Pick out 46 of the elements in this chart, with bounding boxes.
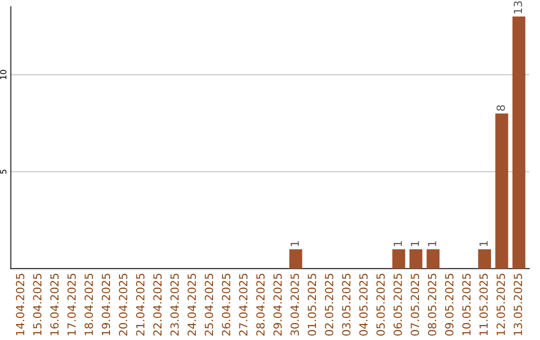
x-tick-label: 11.05.2025 <box>479 274 488 336</box>
x-tick-label: 02.05.2025 <box>324 274 334 336</box>
x-tick-label: 01.05.2025 <box>308 274 316 336</box>
x-tick-label: 18.04.2025 <box>84 274 93 336</box>
x-tick-label: 22.04.2025 <box>153 274 162 336</box>
x-tick-label: 17.04.2025 <box>67 274 76 336</box>
x-tick-label: 12.05.2025 <box>496 274 505 336</box>
x-tick-label: 09.05.2025 <box>445 274 454 336</box>
x-tick-label: 21.04.2025 <box>136 274 144 336</box>
x-tick-label: 26.04.2025 <box>222 274 230 336</box>
data-label: 1 <box>410 241 419 246</box>
x-tick-label: 30.04.2025 <box>290 274 299 336</box>
bar <box>289 249 302 269</box>
x-tick-label: 05.05.2025 <box>376 274 385 336</box>
x-tick-label: 03.05.2025 <box>342 274 350 336</box>
bar <box>495 113 508 269</box>
data-label: 1 <box>290 241 299 246</box>
x-tick-label: 07.05.2025 <box>410 274 420 336</box>
bar <box>392 249 406 269</box>
bar <box>409 249 422 269</box>
x-tick-label: 27.04.2025 <box>239 274 248 336</box>
data-label: 13 <box>514 1 522 14</box>
y-tick-label: 10 <box>0 70 6 80</box>
x-tick-label: 06.05.2025 <box>394 274 402 336</box>
x-tick-label: 19.04.2025 <box>102 274 110 336</box>
bar <box>512 16 526 269</box>
x-tick-label: 16.04.2025 <box>50 274 59 336</box>
bar <box>426 249 440 269</box>
x-tick-label: 14.04.2025 <box>16 274 24 336</box>
data-label: 8 <box>496 105 505 111</box>
x-tick-label: 20.04.2025 <box>118 274 128 336</box>
x-tick-label: 13.05.2025 <box>514 274 522 336</box>
x-tick-label: 28.04.2025 <box>256 274 265 336</box>
x-tick-label: 24.04.2025 <box>188 274 196 336</box>
data-label: 1 <box>428 241 436 246</box>
data-label: 1 <box>394 241 402 246</box>
x-tick-label: 04.05.2025 <box>359 274 368 336</box>
x-tick-label: 25.04.2025 <box>204 274 214 336</box>
bar <box>478 249 492 269</box>
data-label: 1 <box>480 241 488 246</box>
x-tick-label: 15.04.2025 <box>33 274 42 336</box>
x-tick-label: 23.04.2025 <box>170 274 179 336</box>
x-tick-label: 08.05.2025 <box>428 274 436 336</box>
x-tick-label: 10.05.2025 <box>462 274 471 336</box>
y-tick-label: 5 <box>0 170 6 174</box>
x-tick-label: 29.04.2025 <box>273 274 282 336</box>
